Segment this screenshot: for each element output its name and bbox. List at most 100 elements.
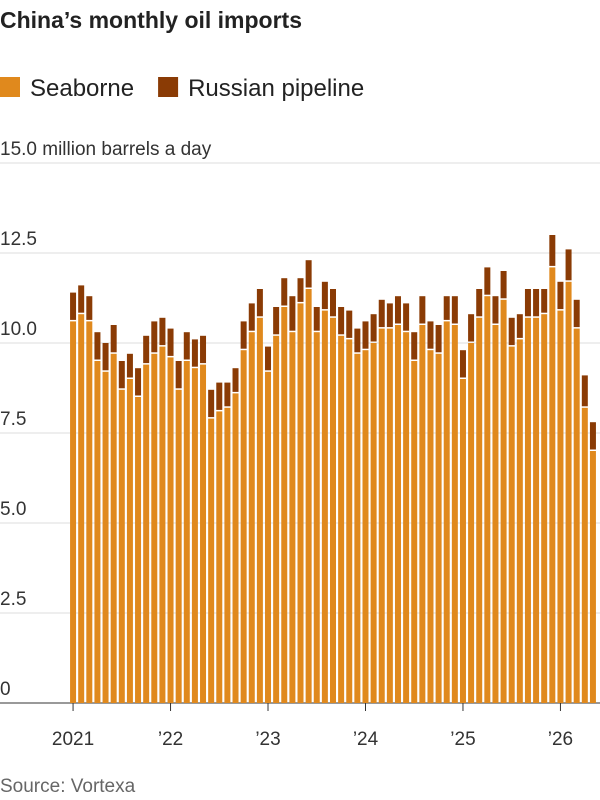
x-tick-label: ’24 xyxy=(353,729,379,750)
bar-segment xyxy=(70,292,77,320)
legend-swatch xyxy=(158,77,179,97)
bar-segment xyxy=(281,307,288,703)
bar-segment xyxy=(516,339,523,703)
y-tick-label: 0 xyxy=(0,679,11,700)
bar-segment xyxy=(289,296,296,331)
bar-segment xyxy=(346,339,353,703)
bar-segment xyxy=(110,353,117,703)
bar-segment xyxy=(273,335,280,703)
bar-segment xyxy=(159,346,166,703)
bar-segment xyxy=(476,289,483,317)
bar-segment xyxy=(565,249,572,281)
x-tick-label: ’23 xyxy=(255,729,280,750)
bar-segment xyxy=(126,353,133,378)
x-tick-label: ’26 xyxy=(548,729,573,750)
bar-segment xyxy=(549,267,556,703)
bar-segment xyxy=(378,328,385,703)
bar-segment xyxy=(167,328,174,356)
bar-segment xyxy=(151,353,158,703)
bar-segment xyxy=(86,321,93,703)
bar-segment xyxy=(216,411,223,703)
bar-segment xyxy=(573,328,580,703)
bar-segment xyxy=(321,310,328,703)
bar-segment xyxy=(346,310,353,338)
bar-segment xyxy=(354,328,361,353)
bar-segment xyxy=(541,289,548,313)
bar-segment xyxy=(224,382,231,407)
legend-label: Russian pipeline xyxy=(188,75,364,102)
x-tick-label: 2021 xyxy=(52,729,94,750)
bar-segment xyxy=(256,289,263,317)
bar-segment xyxy=(533,289,540,317)
bar-segment xyxy=(508,317,515,346)
bar-segment xyxy=(200,364,207,703)
bar-segment xyxy=(443,296,450,320)
bar-segment xyxy=(435,353,442,703)
bar-segment xyxy=(289,332,296,703)
bar-segment xyxy=(492,325,499,703)
bar-segment xyxy=(468,343,475,703)
bar-segment xyxy=(110,325,117,353)
bar-segment xyxy=(508,346,515,703)
bar-segment xyxy=(524,317,531,703)
legend-swatch xyxy=(0,77,20,97)
bar-segment xyxy=(403,303,410,331)
bar-segment xyxy=(565,281,572,703)
bar-segment xyxy=(419,325,426,703)
bar-segment xyxy=(468,314,475,342)
bar-segment xyxy=(370,343,377,703)
bar-segment xyxy=(240,350,247,703)
bar-segment xyxy=(175,389,182,703)
bar-segment xyxy=(500,299,507,703)
bar-segment xyxy=(411,361,418,703)
y-tick-label: 15.0 million barrels a day xyxy=(0,139,212,160)
bar-segment xyxy=(118,389,125,703)
bar-segment xyxy=(167,357,174,703)
bar-segment xyxy=(524,289,531,317)
bar-segment xyxy=(281,278,288,306)
bar-segment xyxy=(305,260,312,288)
bar-segment xyxy=(330,289,336,317)
bar-segment xyxy=(443,321,450,703)
bar-segment xyxy=(102,371,109,703)
bar-segment xyxy=(427,350,434,703)
y-tick-label: 12.5 xyxy=(0,229,37,250)
y-tick-label: 5.0 xyxy=(0,499,26,520)
bar-segment xyxy=(484,296,491,703)
bar-segment xyxy=(183,361,190,703)
bar-segment xyxy=(118,361,125,389)
bar-segment xyxy=(394,296,401,324)
bar-segment xyxy=(232,368,239,392)
bar-segment xyxy=(143,335,150,364)
source: Source: Vortexa xyxy=(0,776,136,797)
bar-segment xyxy=(78,285,85,313)
bar-segment xyxy=(451,325,458,703)
bar-segment xyxy=(159,317,166,346)
bar-segment xyxy=(216,382,223,410)
bar-segment xyxy=(265,346,272,371)
bar-segment xyxy=(208,418,215,703)
bar-segment xyxy=(362,350,369,703)
bar-segment xyxy=(427,321,434,349)
bar-segment xyxy=(419,296,426,324)
bar-segment xyxy=(232,393,239,703)
bar-segment xyxy=(321,281,328,310)
bar-segment xyxy=(573,299,580,328)
chart-title: China’s monthly oil imports xyxy=(0,7,302,33)
bar-segment xyxy=(78,314,85,703)
bar-segment xyxy=(191,339,198,367)
bar-segment xyxy=(151,321,158,353)
bar-segment xyxy=(386,328,393,703)
bar-segment xyxy=(191,368,198,703)
bar-segment xyxy=(313,332,320,703)
bar-segment xyxy=(240,321,247,349)
x-tick-label: ’22 xyxy=(158,729,183,750)
bar-segment xyxy=(248,303,255,331)
bar-segment xyxy=(492,296,499,324)
bar-segment xyxy=(581,375,588,407)
bar-segment xyxy=(362,321,369,349)
y-tick-label: 2.5 xyxy=(0,589,26,610)
bar-segment xyxy=(589,451,596,703)
bar-segment xyxy=(94,332,101,360)
